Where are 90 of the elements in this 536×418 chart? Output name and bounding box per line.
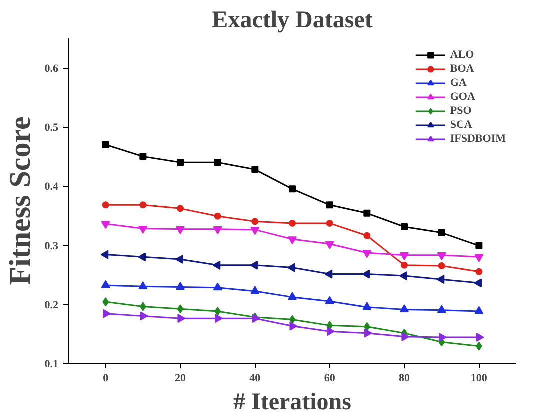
y-tick-label: 0.1 [44,358,58,370]
point [288,292,297,300]
point [250,260,258,270]
point [177,205,184,212]
x-tick-label: 100 [470,372,488,384]
point [175,255,184,264]
point [400,304,409,313]
y-tick-label: 0.5 [44,122,59,134]
y-tick-label: 0.4 [44,181,59,194]
point [140,202,147,209]
legend-label: IFSDBOIM [450,132,506,146]
point [401,224,408,230]
legend-label: PSO [450,104,472,118]
legend-label: GOA [450,90,476,104]
point [474,306,484,314]
y-axis-title: Fitness Score [4,116,37,286]
point [140,153,147,160]
point [289,186,296,193]
point [436,275,445,284]
point [178,314,186,324]
point [250,227,260,236]
x-tick-label: 40 [250,372,262,384]
point [438,262,446,270]
point [288,236,297,245]
point [101,280,110,288]
point [437,252,446,260]
point [100,250,109,260]
point [438,229,446,236]
point [176,282,185,290]
point [177,304,184,314]
point [326,220,334,227]
point [289,220,296,227]
point [140,312,148,321]
point [252,166,259,174]
point [401,262,408,269]
y-tick-label: 0.2 [44,299,59,312]
point [402,332,410,342]
point [327,327,335,336]
point [213,226,222,234]
legend-label: GA [450,76,468,90]
point [439,333,447,342]
point [474,254,484,262]
legend-label: ALO [450,48,474,62]
point [290,322,298,331]
point [177,159,184,166]
point [362,270,370,279]
point [289,315,296,324]
point [476,333,484,342]
point [400,252,409,260]
x-axis-title: # Iterations [234,390,352,416]
point [287,263,296,272]
point [103,309,111,318]
point [476,242,483,250]
legend-label: BOA [450,62,474,76]
point [325,296,334,304]
x-tick-label: 0 [103,372,110,384]
point [138,252,146,262]
point [215,314,223,324]
chart-title: Exactly Dataset [212,8,373,34]
point [102,141,110,148]
point [399,272,408,281]
point [213,282,222,291]
point [176,226,185,234]
point [476,268,483,276]
point [474,278,482,288]
point [101,221,110,230]
x-tick-label: 80 [399,372,410,384]
point [437,305,446,314]
point [362,250,372,258]
point [364,210,371,217]
x-tick-label: 60 [324,372,336,384]
point [214,212,222,220]
point [212,260,221,270]
point [102,202,110,209]
y-tick-label: 0.3 [44,240,59,252]
point [252,218,259,226]
point [138,282,148,290]
point [325,241,334,250]
point [362,302,372,310]
point [214,159,222,166]
y-tick-label: 0.6 [44,63,59,76]
point [364,232,371,240]
point [326,202,334,209]
point [138,226,148,234]
point [364,328,372,338]
legend-label: SCA [450,118,472,132]
point [214,307,221,316]
x-tick-label: 20 [175,372,186,384]
point [324,270,333,279]
point [250,286,260,294]
